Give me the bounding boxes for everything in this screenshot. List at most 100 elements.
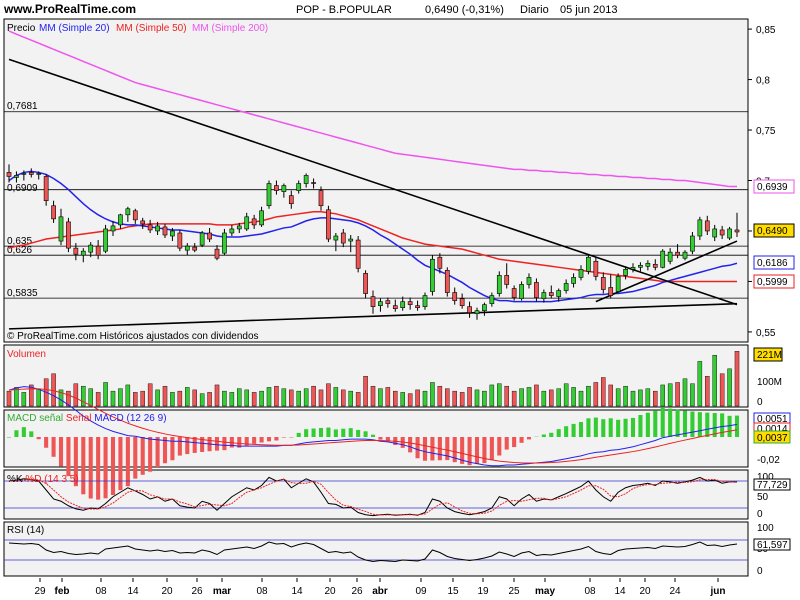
candle-2 bbox=[21, 170, 27, 181]
volume-bar-82 bbox=[615, 388, 621, 407]
level-label-3: 0,626 bbox=[7, 245, 32, 256]
macd-bar-64 bbox=[482, 437, 487, 464]
candle-body-54 bbox=[407, 301, 413, 305]
volume-bar-20 bbox=[155, 389, 160, 407]
macd-line bbox=[8, 386, 738, 467]
macd-bar-31 bbox=[237, 437, 242, 448]
volume-bar-16 bbox=[125, 384, 131, 407]
trendline-0 bbox=[8, 58, 738, 306]
macd-bar-91 bbox=[682, 410, 688, 437]
candle-body-24 bbox=[184, 245, 190, 251]
volume-bar-29 bbox=[222, 390, 227, 407]
candle-34 bbox=[259, 206, 264, 227]
macd-bar-61 bbox=[460, 437, 465, 464]
candle-body-48 bbox=[363, 273, 368, 294]
volume-bar-53 bbox=[400, 392, 405, 407]
candle-33 bbox=[251, 214, 257, 229]
candle-3 bbox=[28, 168, 34, 178]
candle-body-72 bbox=[541, 292, 547, 299]
price-tick-0: 0,85 bbox=[756, 25, 776, 36]
candle-42 bbox=[318, 186, 324, 211]
candle-body-75 bbox=[563, 283, 569, 291]
sma200-line bbox=[8, 30, 737, 188]
volume-bar-11 bbox=[88, 388, 93, 407]
macd-bar-66 bbox=[497, 437, 502, 456]
candle-body-40 bbox=[303, 175, 309, 184]
candle-77 bbox=[578, 265, 584, 281]
macd-bar-93 bbox=[697, 412, 702, 437]
macd-bar-5 bbox=[44, 437, 49, 448]
macd-bar-94 bbox=[705, 412, 710, 437]
candle-61 bbox=[459, 293, 465, 309]
macd-bar-55 bbox=[415, 437, 420, 459]
volume-bar-87 bbox=[653, 390, 658, 407]
candle-66 bbox=[496, 271, 502, 297]
candle-75 bbox=[563, 279, 569, 294]
candle-body-62 bbox=[467, 306, 472, 314]
macd-bar-17 bbox=[133, 437, 138, 479]
x-tick-17: 08 bbox=[584, 586, 596, 597]
candle-body-79 bbox=[593, 260, 599, 277]
volume-bar-49 bbox=[370, 385, 376, 407]
level-lines bbox=[4, 111, 748, 299]
sma50-line bbox=[8, 211, 737, 283]
price-panel bbox=[3, 18, 749, 343]
rsi-title: RSI (14) bbox=[7, 525, 44, 536]
candle-body-92 bbox=[690, 235, 695, 252]
candle-41 bbox=[311, 178, 316, 189]
sma200-value: 0,6939 bbox=[757, 182, 788, 193]
volume-bar-12 bbox=[95, 392, 101, 407]
x-tick-11: abr bbox=[372, 586, 388, 597]
candle-76 bbox=[571, 273, 576, 288]
candle-57 bbox=[430, 255, 435, 296]
volume-bar-69 bbox=[519, 388, 524, 407]
macd-bar-45 bbox=[341, 428, 346, 437]
candle-7 bbox=[58, 208, 64, 246]
volume-bar-27 bbox=[207, 392, 212, 407]
x-tick-20: 24 bbox=[669, 586, 681, 597]
macd-bar-95 bbox=[712, 413, 717, 437]
candle-17 bbox=[132, 208, 138, 224]
macd-title-a: MACD bbox=[7, 413, 36, 424]
x-tick-4: 20 bbox=[161, 586, 173, 597]
macd-bar-19 bbox=[148, 437, 153, 472]
x-axis: 29 feb 08 14 20 26 mar 08 14 20 26 abr 09 15 19 25 may 08… bbox=[34, 578, 726, 597]
candle-body-81 bbox=[608, 287, 614, 296]
macd-bar-14 bbox=[110, 437, 116, 496]
candle-body-49 bbox=[370, 296, 376, 307]
site-name: www.ProRealTime.com bbox=[3, 2, 136, 16]
candle-body-60 bbox=[452, 292, 458, 301]
x-tick-1: feb bbox=[55, 586, 70, 597]
candle-54 bbox=[407, 297, 413, 310]
candle-85 bbox=[638, 262, 643, 272]
volume-bar-73 bbox=[549, 389, 554, 407]
macd-bar-41 bbox=[311, 428, 316, 437]
level-label-2: 0,635 bbox=[7, 236, 32, 247]
volume-bar-33 bbox=[251, 392, 257, 407]
level-label-4: 0,5835 bbox=[7, 288, 38, 299]
macd-histogram bbox=[6, 386, 740, 500]
macd-bar-87 bbox=[653, 410, 658, 437]
volume-bar-83 bbox=[623, 385, 628, 407]
candle-21 bbox=[162, 223, 168, 239]
candle-body-59 bbox=[444, 270, 450, 293]
volume-bar-26 bbox=[199, 393, 205, 407]
candle-80 bbox=[600, 272, 606, 294]
stoch-d-line bbox=[8, 478, 738, 516]
candle-body-98 bbox=[734, 229, 740, 233]
volume-bar-3 bbox=[29, 384, 34, 407]
candle-body-74 bbox=[556, 290, 562, 297]
candle-body-58 bbox=[437, 256, 443, 269]
candle-1 bbox=[14, 171, 19, 183]
candle-97 bbox=[727, 226, 732, 241]
volume-bars bbox=[6, 351, 740, 407]
candle-20 bbox=[155, 221, 160, 236]
macd-value-bottom: 0,0037 bbox=[757, 433, 788, 444]
candle-0 bbox=[6, 164, 12, 183]
macd-bar-72 bbox=[541, 434, 546, 437]
candle-body-51 bbox=[385, 300, 391, 304]
macd-bar-62 bbox=[467, 437, 472, 466]
volume-bar-0 bbox=[6, 390, 12, 407]
macd-bar-37 bbox=[281, 437, 286, 438]
candle-29 bbox=[222, 228, 227, 256]
